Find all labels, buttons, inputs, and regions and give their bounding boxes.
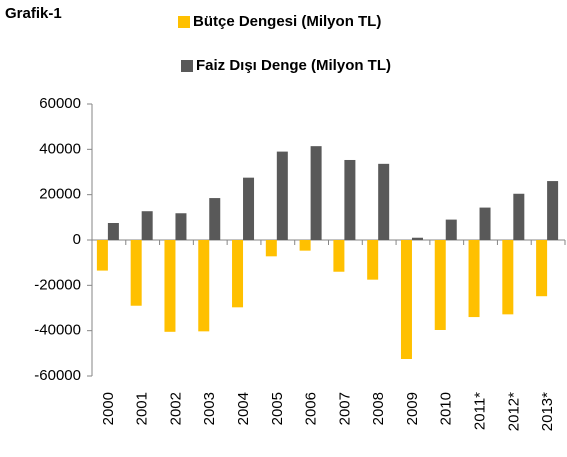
y-tick-label: -60000 <box>34 367 81 384</box>
y-tick-label: -20000 <box>34 276 81 293</box>
bar <box>536 240 548 297</box>
legend-label: Faiz Dışı Denge (Milyon TL) <box>196 57 391 74</box>
legend-swatch <box>178 16 190 28</box>
x-tick-label: 2002 <box>167 392 184 425</box>
bar <box>468 240 480 318</box>
x-tick-label: 2009 <box>404 392 421 425</box>
bar <box>164 240 176 332</box>
y-tick-label: 20000 <box>39 186 81 203</box>
x-tick-label: 2010 <box>438 392 455 425</box>
bar <box>479 207 491 240</box>
x-tick-label: 2004 <box>235 392 252 425</box>
x-tick-label: 2007 <box>336 392 353 425</box>
bar <box>96 240 108 271</box>
bar <box>310 146 322 240</box>
bar <box>209 198 221 240</box>
y-tick-label: -40000 <box>34 322 81 339</box>
bar <box>141 211 153 240</box>
bar <box>434 240 446 330</box>
bar <box>400 240 412 359</box>
bar <box>243 177 255 240</box>
legend-swatch <box>181 60 193 72</box>
x-tick-label: 2000 <box>100 392 117 425</box>
bar <box>547 181 559 240</box>
bar <box>265 240 277 257</box>
legend-label: Bütçe Dengesi (Milyon TL) <box>193 13 381 30</box>
bar <box>411 237 423 240</box>
x-tick-label: 2005 <box>269 392 286 425</box>
bar <box>232 240 244 308</box>
bar <box>344 159 356 240</box>
y-tick-label: 0 <box>73 231 81 248</box>
x-tick-label: 2006 <box>303 392 320 425</box>
bar <box>378 163 390 240</box>
x-tick-label: 2013* <box>539 392 556 431</box>
x-tick-label: 2001 <box>134 392 151 425</box>
bar <box>299 240 311 251</box>
bar <box>502 240 514 315</box>
x-tick-label: 2012* <box>505 392 522 431</box>
bar <box>333 240 345 272</box>
bar <box>276 151 288 240</box>
bar <box>445 219 457 240</box>
bar <box>513 193 525 240</box>
bar <box>107 223 119 240</box>
chart-title: Grafik-1 <box>5 5 62 22</box>
x-tick-label: 2003 <box>201 392 218 425</box>
bar <box>175 213 187 240</box>
bar <box>367 240 379 280</box>
bar <box>198 240 210 332</box>
x-tick-label: 2011* <box>472 392 489 430</box>
bar <box>130 240 142 306</box>
x-tick-label: 2008 <box>370 392 387 425</box>
y-tick-label: 60000 <box>39 95 81 112</box>
y-tick-label: 40000 <box>39 140 81 157</box>
